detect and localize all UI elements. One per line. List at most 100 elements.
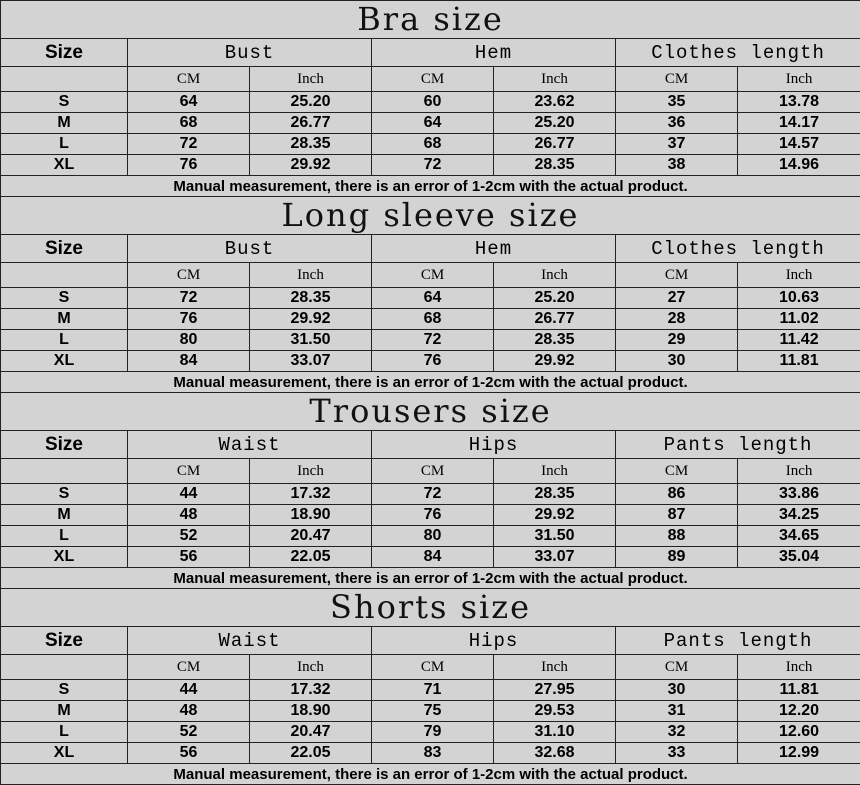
measure-cell: 20.47	[249, 525, 372, 547]
measure-cell: 28.35	[249, 133, 372, 155]
section-title: Long sleeve size	[0, 196, 860, 235]
size-cell: M	[0, 700, 128, 722]
measure-cell: 36	[615, 112, 738, 134]
measure-cell: 31.50	[249, 329, 372, 351]
measure-cell: 76	[127, 154, 250, 176]
unit-inch: Inch	[736, 262, 860, 288]
table-row: L 52 20.47 80 31.50 88 34.65	[0, 525, 860, 547]
measure-cell: 34.65	[736, 525, 860, 547]
unit-inch: Inch	[736, 458, 860, 484]
measure-cell: 68	[127, 112, 250, 134]
unit-cm: CM	[371, 262, 494, 288]
unit-inch: Inch	[493, 458, 616, 484]
table-row: L 72 28.35 68 26.77 37 14.57	[0, 133, 860, 155]
measure-cell: 28	[615, 308, 738, 330]
measure-cell: 72	[127, 133, 250, 155]
table-row: M 68 26.77 64 25.20 36 14.17	[0, 112, 860, 134]
measure-cell: 30	[615, 350, 738, 372]
measure-group-header: Pants length	[614, 430, 860, 459]
measure-cell: 76	[371, 350, 494, 372]
measure-cell: 52	[127, 525, 250, 547]
measure-cell: 76	[371, 504, 494, 526]
measure-cell: 27.95	[493, 679, 616, 701]
measure-cell: 32.68	[493, 742, 616, 764]
measure-cell: 76	[127, 308, 250, 330]
measure-cell: 11.81	[736, 350, 860, 372]
measure-cell: 22.05	[249, 742, 372, 764]
table-row: M 76 29.92 68 26.77 28 11.02	[0, 308, 860, 330]
measure-cell: 68	[371, 308, 494, 330]
measure-cell: 26.77	[249, 112, 372, 134]
table-row: S 72 28.35 64 25.20 27 10.63	[0, 287, 860, 309]
unit-cm: CM	[371, 458, 494, 484]
unit-empty	[0, 458, 128, 484]
measure-group-header: Pants length	[614, 626, 860, 655]
measure-cell: 31.10	[493, 721, 616, 743]
section-title: Bra size	[0, 0, 860, 39]
size-table: Long sleeve size Size Bust Hem Clothes lengt…	[0, 196, 860, 393]
measure-cell: 28.35	[493, 329, 616, 351]
unit-inch: Inch	[249, 654, 372, 680]
table-row: S 44 17.32 72 28.35 86 33.86	[0, 483, 860, 505]
measure-group-header: Hips	[371, 626, 616, 655]
measure-cell: 28.35	[493, 483, 616, 505]
size-header: Size	[0, 234, 128, 263]
measure-cell: 18.90	[249, 504, 372, 526]
unit-inch: Inch	[493, 654, 616, 680]
measure-cell: 11.81	[736, 679, 860, 701]
size-table: Trousers size Size Waist Hips Pants length CM…	[0, 392, 860, 589]
size-cell: L	[0, 721, 128, 743]
measure-cell: 29.92	[493, 504, 616, 526]
unit-inch: Inch	[736, 66, 860, 92]
size-cell: S	[0, 679, 128, 701]
measure-group-header: Clothes length	[614, 234, 860, 263]
measure-cell: 60	[371, 91, 494, 113]
measurement-note: Manual measurement, there is an error of…	[0, 763, 860, 785]
measure-cell: 56	[127, 742, 250, 764]
measure-cell: 48	[127, 700, 250, 722]
measure-cell: 86	[615, 483, 738, 505]
measure-cell: 29.53	[493, 700, 616, 722]
measure-cell: 28.35	[493, 154, 616, 176]
measure-cell: 12.20	[736, 700, 860, 722]
size-cell: XL	[0, 546, 128, 568]
size-cell: XL	[0, 742, 128, 764]
measure-cell: 33.07	[249, 350, 372, 372]
table-row: M 48 18.90 75 29.53 31 12.20	[0, 700, 860, 722]
size-table: Bra size Size Bust Hem Clothes length CM Inch C…	[0, 0, 860, 197]
measure-cell: 30	[615, 679, 738, 701]
unit-empty	[0, 66, 128, 92]
section-title: Shorts size	[0, 588, 860, 627]
size-cell: S	[0, 483, 128, 505]
unit-cm: CM	[371, 66, 494, 92]
unit-cm: CM	[615, 654, 738, 680]
table-row: L 52 20.47 79 31.10 32 12.60	[0, 721, 860, 743]
measure-cell: 35	[615, 91, 738, 113]
measure-cell: 84	[371, 546, 494, 568]
size-cell: XL	[0, 154, 128, 176]
unit-inch: Inch	[736, 654, 860, 680]
size-cell: L	[0, 133, 128, 155]
table-row: XL 56 22.05 84 33.07 89 35.04	[0, 546, 860, 568]
size-table-section: Bra size Size Bust Hem Clothes length CM Inch C…	[0, 0, 860, 197]
table-row: XL 56 22.05 83 32.68 33 12.99	[0, 742, 860, 764]
measure-cell: 72	[371, 154, 494, 176]
measure-cell: 29.92	[493, 350, 616, 372]
measure-cell: 33.07	[493, 546, 616, 568]
measure-cell: 10.63	[736, 287, 860, 309]
table-row: XL 76 29.92 72 28.35 38 14.96	[0, 154, 860, 176]
unit-cm: CM	[615, 66, 738, 92]
measure-cell: 48	[127, 504, 250, 526]
measure-cell: 25.20	[493, 287, 616, 309]
measure-cell: 33	[615, 742, 738, 764]
measure-cell: 29.92	[249, 154, 372, 176]
measure-cell: 32	[615, 721, 738, 743]
size-cell: S	[0, 287, 128, 309]
measure-cell: 44	[127, 483, 250, 505]
measure-cell: 11.02	[736, 308, 860, 330]
table-row: S 64 25.20 60 23.62 35 13.78	[0, 91, 860, 113]
measure-cell: 26.77	[493, 308, 616, 330]
measure-cell: 56	[127, 546, 250, 568]
measurement-note: Manual measurement, there is an error of…	[0, 175, 860, 197]
unit-inch: Inch	[249, 458, 372, 484]
